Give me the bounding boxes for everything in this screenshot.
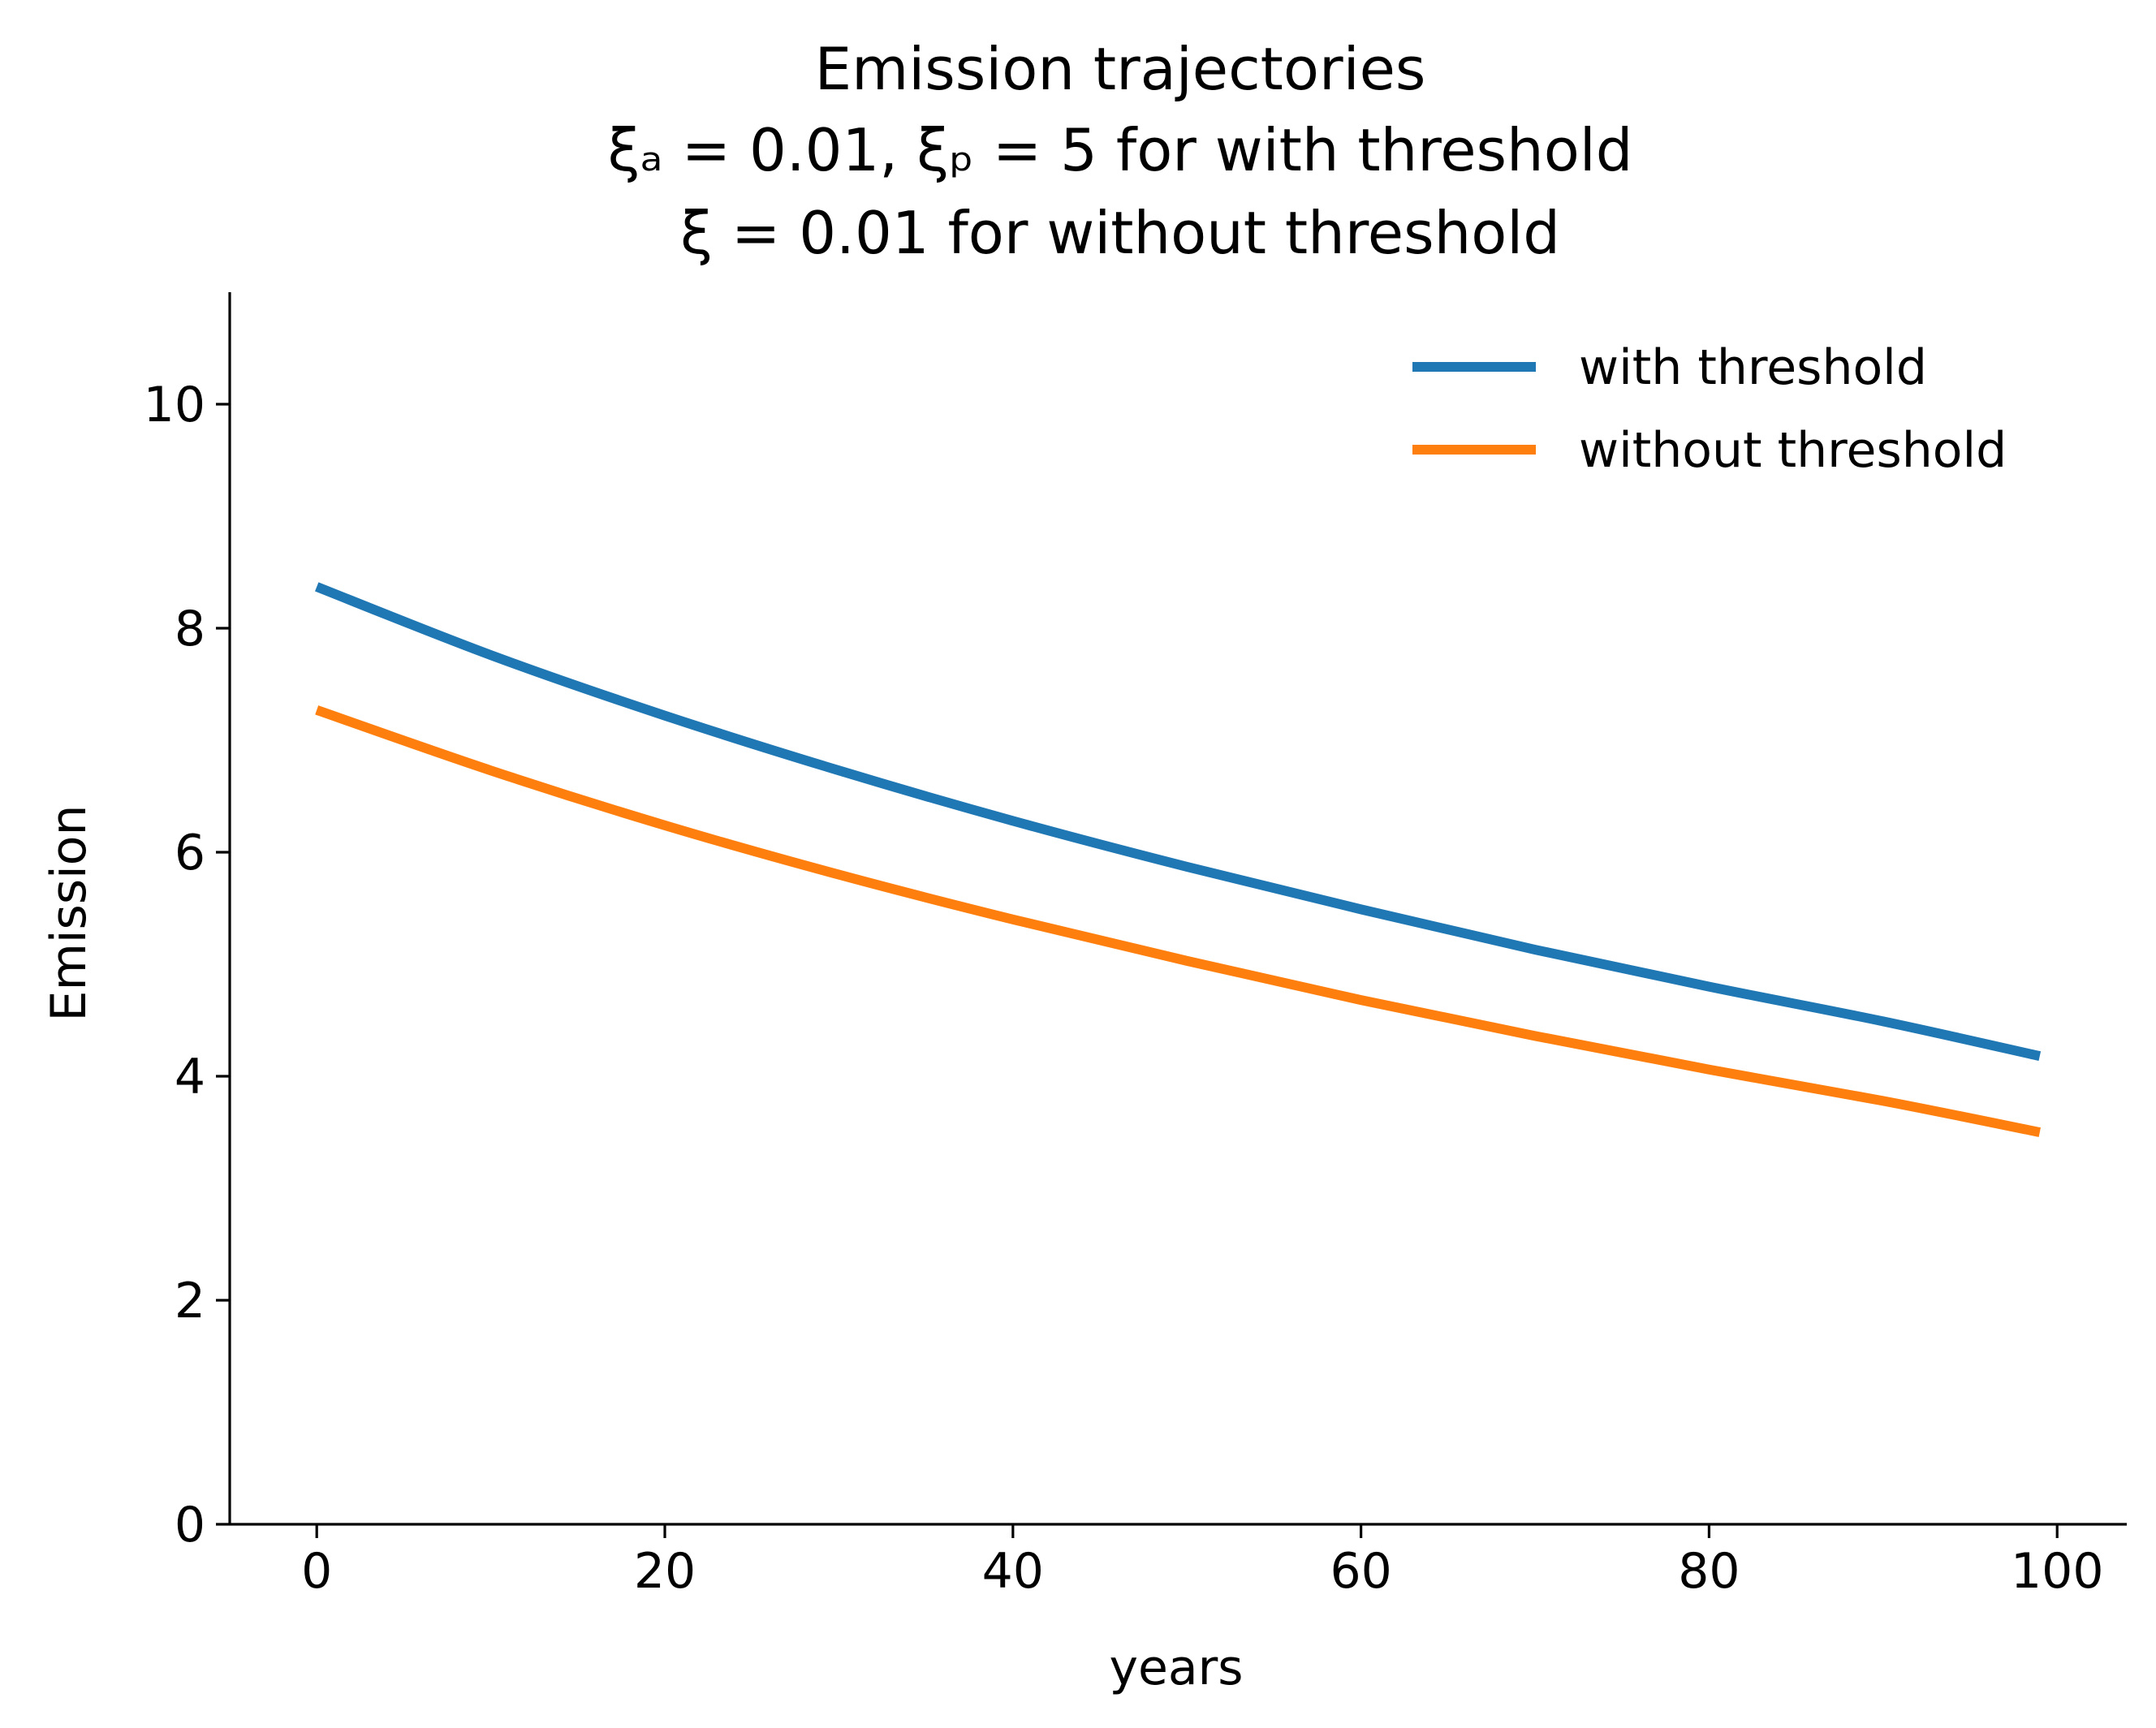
x-tick-label: 0 (301, 1543, 332, 1600)
x-tick-label: 60 (1330, 1543, 1391, 1600)
legend-label-without-threshold: without threshold (1579, 422, 2007, 479)
chart-title-line-2: ξₐ = 0.01, ξₚ = 5 for with threshold (608, 116, 1633, 184)
chart-title-line-1: Emission trajectories (815, 35, 1426, 103)
x-axis-label: years (1109, 1640, 1243, 1696)
series-layer (315, 582, 2042, 1137)
series-line-without-threshold (315, 705, 2041, 1137)
y-tick-label: 8 (175, 601, 205, 657)
series-line-with-threshold (315, 582, 2042, 1062)
y-tick-label: 6 (175, 825, 205, 881)
chart-title-line-3: ξ = 0.01 for without threshold (680, 199, 1560, 267)
legend-label-with-threshold: with threshold (1579, 339, 1927, 396)
y-tick-label: 0 (175, 1497, 205, 1553)
y-axis-ticks: 0 2 4 6 8 10 (144, 377, 230, 1553)
legend: with threshold without threshold (1412, 339, 2007, 479)
y-tick-label: 4 (175, 1049, 205, 1105)
y-axis-label: Emission (41, 805, 97, 1022)
y-tick-label: 10 (144, 377, 205, 433)
chart-title: Emission trajectories ξₐ = 0.01, ξₚ = 5 … (608, 35, 1633, 267)
x-axis-ticks: 0 20 40 60 80 100 (301, 1524, 2104, 1600)
axes (228, 292, 2127, 1526)
x-tick-label: 20 (634, 1543, 696, 1600)
x-tick-label: 80 (1678, 1543, 1740, 1600)
y-tick-label: 2 (175, 1273, 205, 1329)
x-tick-label: 100 (2011, 1543, 2104, 1600)
x-tick-label: 40 (982, 1543, 1044, 1600)
